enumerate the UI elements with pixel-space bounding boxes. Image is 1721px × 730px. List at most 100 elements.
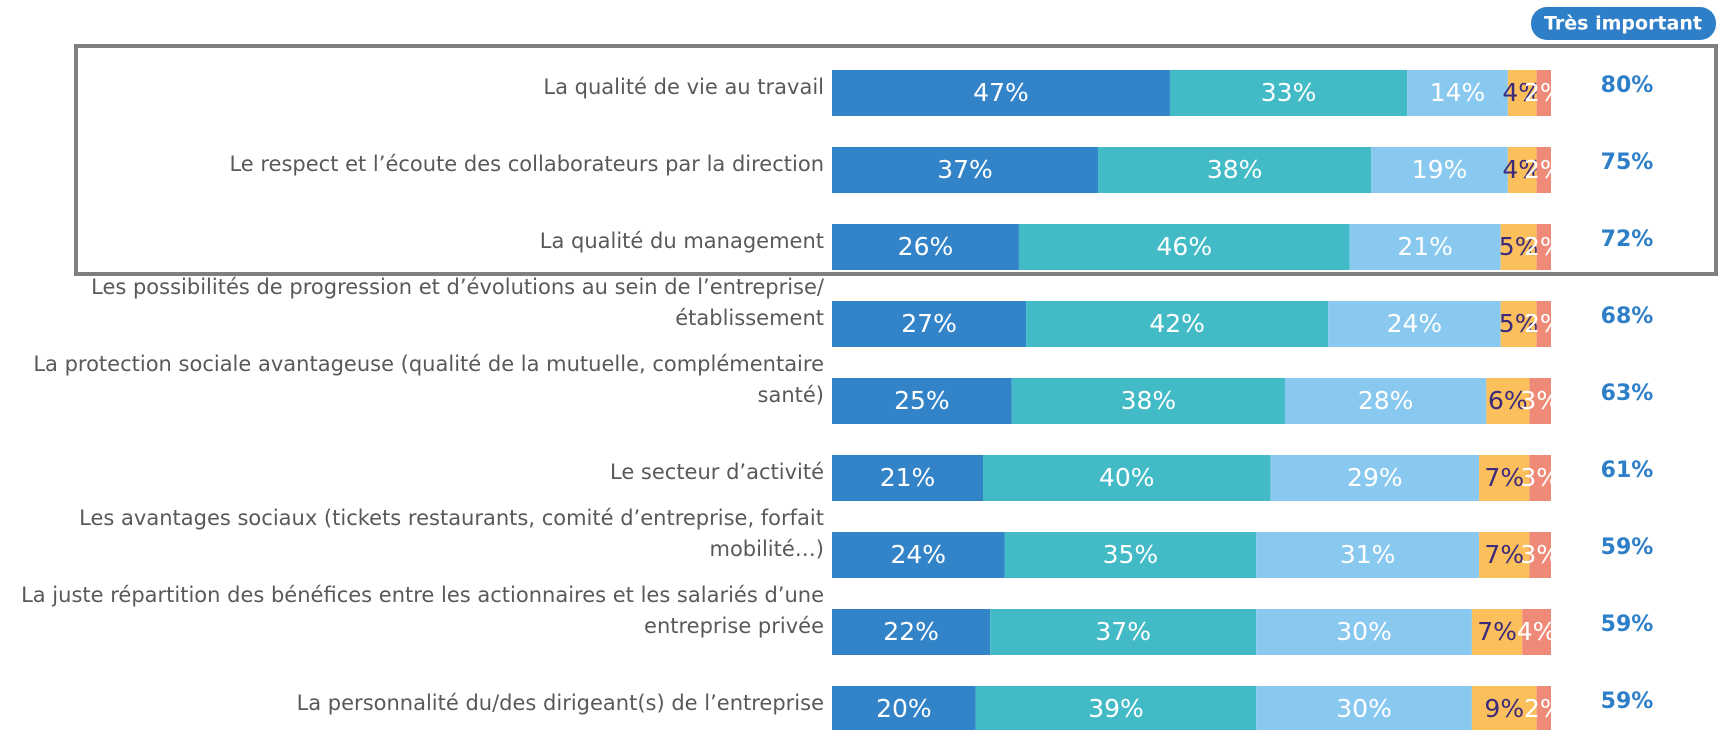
bar-label: 6% — [1488, 386, 1528, 415]
bar-segment — [1371, 147, 1508, 193]
bar-label: 37% — [937, 155, 993, 184]
bar-segment — [832, 378, 1012, 424]
bar-segment — [1507, 147, 1537, 193]
bar-label: 3% — [1520, 386, 1560, 415]
bar-segment — [1256, 532, 1480, 578]
total-label: 59% — [1601, 535, 1654, 560]
bar-segment — [982, 455, 1271, 501]
bar-label: 14% — [1430, 78, 1486, 107]
bar-segment — [1536, 147, 1551, 193]
bar-segment — [1529, 455, 1551, 501]
bar-segment — [1536, 70, 1551, 116]
category-label: Le secteur d’activité — [609, 460, 824, 484]
bar-label: 7% — [1484, 463, 1524, 492]
bar-label: 3% — [1520, 463, 1560, 492]
bar-segment — [1169, 70, 1408, 116]
bar-label: 25% — [894, 386, 950, 415]
bar-label: 4% — [1517, 617, 1557, 646]
total-label: 61% — [1601, 458, 1654, 483]
category-label: La protection sociale avantageuse (quali… — [33, 352, 824, 407]
bar-label: 2% — [1524, 694, 1564, 723]
bar-segment — [1011, 378, 1285, 424]
bar-label: 39% — [1088, 694, 1144, 723]
bar-segment — [1479, 455, 1530, 501]
bar-label: 7% — [1484, 540, 1524, 569]
bar-label: 24% — [890, 540, 946, 569]
bar-label: 47% — [973, 78, 1029, 107]
bar-label: 46% — [1157, 232, 1213, 261]
bar-segment — [1507, 70, 1537, 116]
category-label: Les possibilités de progression et d’évo… — [91, 275, 824, 330]
bar-segment — [1529, 378, 1551, 424]
bar-label: 24% — [1387, 309, 1443, 338]
total-label: 68% — [1601, 304, 1654, 329]
bar-segment — [832, 147, 1099, 193]
category-label: La juste répartition des bénéfices entre… — [21, 583, 824, 638]
bar-label: 35% — [1103, 540, 1159, 569]
bar-label: 2% — [1524, 155, 1564, 184]
category-label: Le respect et l’écoute des collaborateur… — [229, 152, 824, 176]
category-label: Les avantages sociaux (tickets restauran… — [79, 506, 824, 561]
bar-segment — [832, 455, 983, 501]
bar-label: 19% — [1412, 155, 1468, 184]
bar-label: 3% — [1520, 540, 1560, 569]
total-label: 63% — [1601, 381, 1654, 406]
bar-segment — [832, 532, 1005, 578]
bar-segment — [1270, 455, 1480, 501]
bar-segment — [1536, 224, 1551, 270]
bar-segment — [1479, 532, 1530, 578]
bar-label: 26% — [898, 232, 954, 261]
bar-segment — [1536, 301, 1551, 347]
bar-label: 38% — [1207, 155, 1263, 184]
bar-label: 29% — [1347, 463, 1403, 492]
bar-segment — [832, 224, 1019, 270]
total-label: 75% — [1601, 150, 1654, 175]
bar-segment — [832, 301, 1027, 347]
bar-label: 5% — [1499, 232, 1539, 261]
bar-label: 9% — [1484, 694, 1524, 723]
bar-label: 5% — [1499, 309, 1539, 338]
bar-segment — [1500, 224, 1537, 270]
bar-segment — [1018, 224, 1350, 270]
bar-segment — [1522, 609, 1551, 655]
bar-label: 7% — [1477, 617, 1517, 646]
bar-label: 2% — [1524, 309, 1564, 338]
bar-label: 27% — [901, 309, 957, 338]
bar-segment — [1536, 686, 1551, 730]
bar-segment — [832, 70, 1170, 116]
badge-label: Très important — [1544, 13, 1702, 35]
bar-segment — [1471, 686, 1537, 730]
bar-label: 30% — [1336, 694, 1392, 723]
bar-label: 4% — [1502, 155, 1542, 184]
bar-label: 21% — [880, 463, 936, 492]
bar-segment — [1098, 147, 1372, 193]
category-label: La personnalité du/des dirigeant(s) de l… — [296, 691, 824, 715]
bar-label: 42% — [1149, 309, 1205, 338]
bar-segment — [1500, 301, 1537, 347]
total-label: 59% — [1601, 612, 1654, 637]
bar-label: 22% — [883, 617, 939, 646]
bar-segment — [832, 609, 991, 655]
bar-segment — [1284, 378, 1487, 424]
bar-label: 40% — [1099, 463, 1155, 492]
total-label: 59% — [1601, 689, 1654, 714]
bar-label: 2% — [1524, 78, 1564, 107]
bar-segment — [1407, 70, 1508, 116]
bar-label: 30% — [1336, 617, 1392, 646]
bar-label: 33% — [1261, 78, 1317, 107]
bar-segment — [832, 686, 976, 730]
bar-segment — [1026, 301, 1329, 347]
bar-segment — [1328, 301, 1501, 347]
bar-label: 20% — [876, 694, 932, 723]
bar-segment — [1256, 686, 1472, 730]
total-label: 72% — [1601, 227, 1654, 252]
total-label: 80% — [1601, 73, 1654, 98]
bar-label: 2% — [1524, 232, 1564, 261]
bar-label: 38% — [1121, 386, 1177, 415]
bar-label: 31% — [1340, 540, 1396, 569]
category-label: La qualité du management — [539, 229, 824, 253]
highlight-box — [74, 44, 1718, 276]
bar-segment — [1471, 609, 1523, 655]
